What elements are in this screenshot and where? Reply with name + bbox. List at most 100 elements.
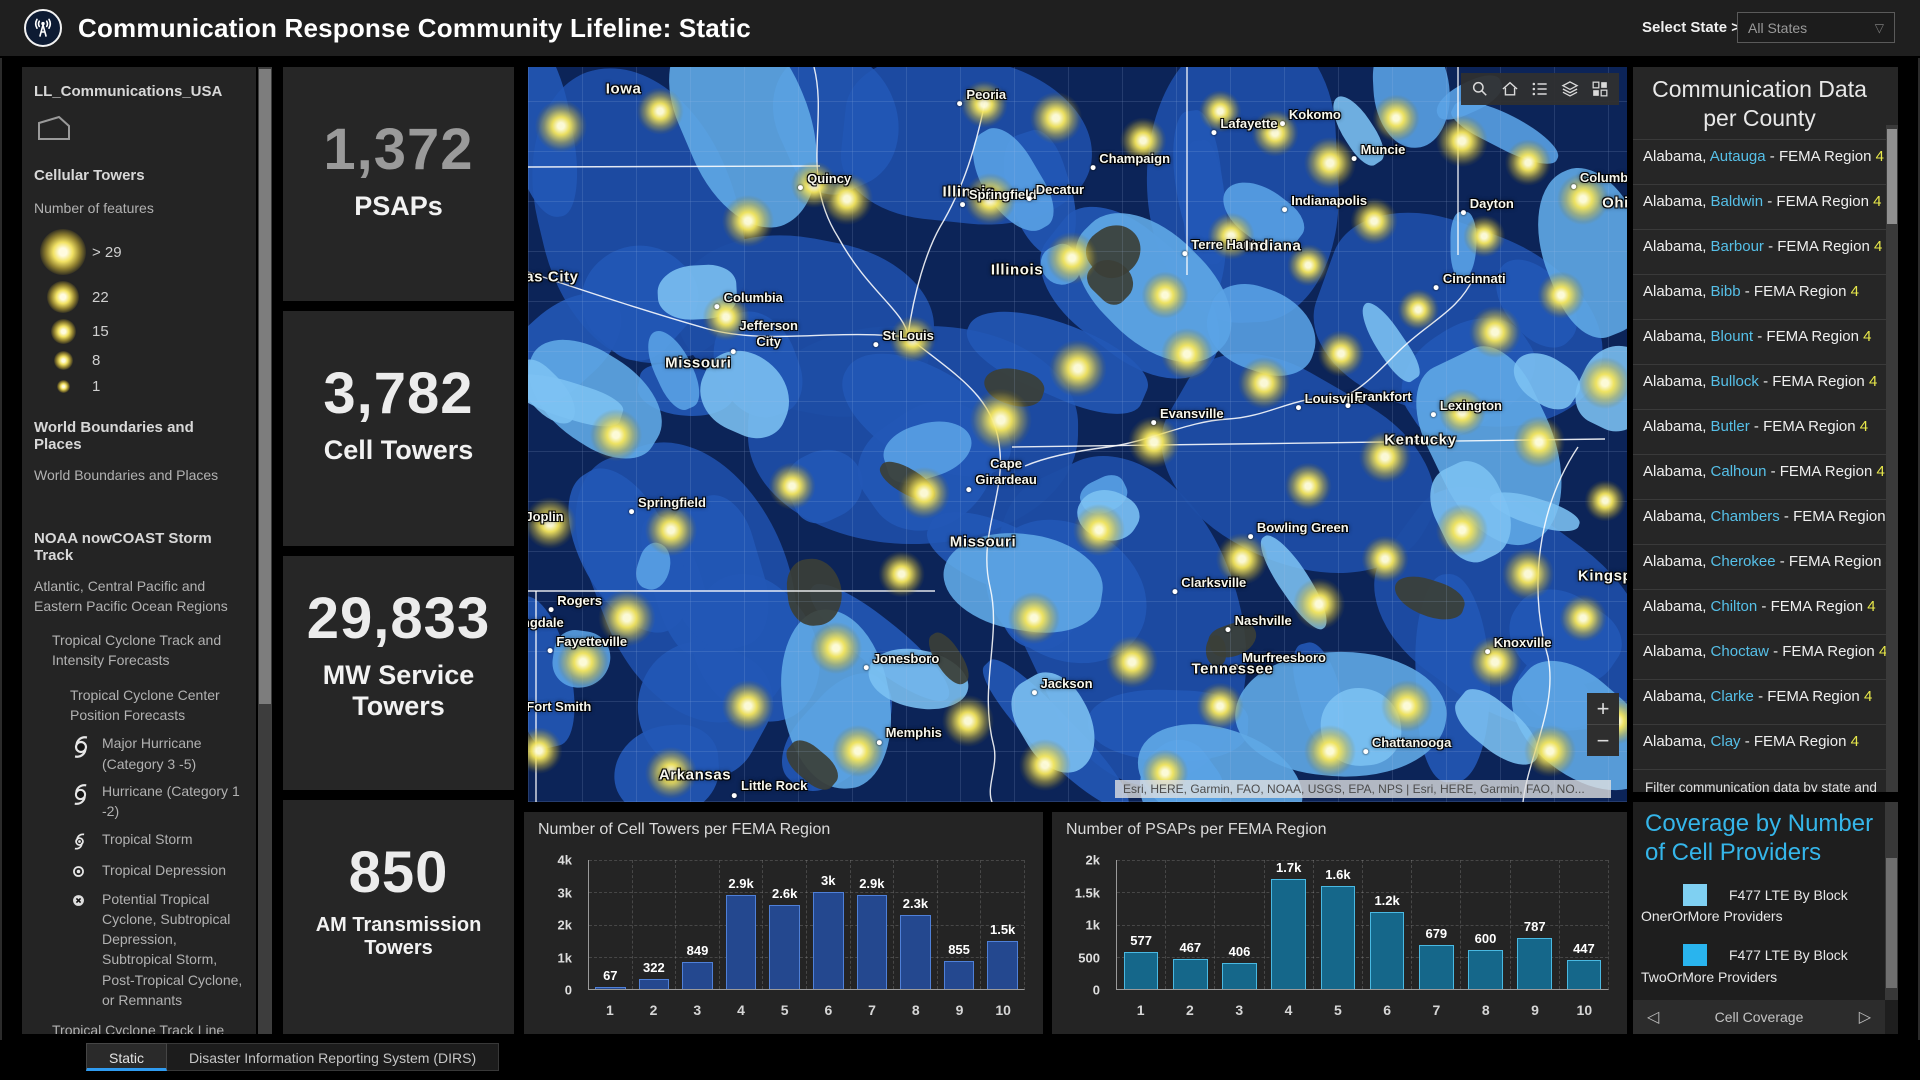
bar-region-6[interactable]: 1.2k bbox=[1369, 893, 1405, 989]
bar-region-10[interactable]: 1.5k bbox=[987, 922, 1018, 989]
x-tick-label: 7 bbox=[868, 1002, 876, 1018]
bar-value-label: 2.6k bbox=[772, 886, 798, 902]
pager-prev-icon[interactable]: ◁ bbox=[1647, 1009, 1660, 1026]
bar-region-2[interactable]: 467 bbox=[1172, 940, 1208, 989]
state-dropdown[interactable]: All States ▽ bbox=[1737, 12, 1895, 43]
city-label: Joplin bbox=[528, 509, 564, 525]
city-marker-dot bbox=[1090, 164, 1096, 170]
city-marker-dot bbox=[547, 648, 553, 654]
glow-dot-icon bbox=[53, 350, 73, 370]
cell-glow-dot bbox=[528, 727, 563, 774]
cell-glow-dot bbox=[1161, 327, 1214, 380]
chart-column: 1.6k bbox=[1312, 860, 1362, 989]
cell-glow-dot bbox=[1142, 271, 1189, 319]
city-label: Springfield bbox=[959, 187, 1037, 207]
y-tick-label: 1.5k bbox=[1074, 885, 1100, 900]
x-tick-label: 1 bbox=[605, 1002, 614, 1018]
bar-value-label: 2.9k bbox=[728, 876, 754, 892]
bar-region-8[interactable]: 2.3k bbox=[900, 896, 931, 989]
city-label: Peoria bbox=[957, 87, 1006, 106]
chart-column: 406 bbox=[1214, 860, 1263, 989]
bar-region-6[interactable]: 3k bbox=[812, 873, 844, 989]
bar-region-7[interactable]: 2.9k bbox=[856, 876, 888, 989]
county-row[interactable]: Alabama, Calhoun - FEMA Region 4 bbox=[1633, 453, 1898, 499]
county-row[interactable]: Alabama, Autauga - FEMA Region 4 bbox=[1633, 138, 1898, 184]
pager-next-icon[interactable]: ▷ bbox=[1858, 1009, 1871, 1026]
bar-region-8[interactable]: 600 bbox=[1468, 931, 1503, 989]
gridline bbox=[589, 892, 1024, 894]
county-panel-title: Communication Data per County bbox=[1652, 76, 1867, 131]
one-or-more-swatch bbox=[1683, 883, 1707, 906]
city-label: Springfield bbox=[629, 495, 706, 514]
bar-region-3[interactable]: 849 bbox=[682, 943, 713, 989]
bar-region-7[interactable]: 679 bbox=[1418, 926, 1454, 989]
county-row[interactable]: Alabama, Choctaw - FEMA Region 4 bbox=[1633, 633, 1898, 679]
zoom-out-button[interactable]: − bbox=[1587, 724, 1619, 756]
city-marker-dot bbox=[1150, 419, 1156, 425]
cell-glow-dot bbox=[1216, 533, 1269, 586]
bar-region-4[interactable]: 2.9k bbox=[725, 876, 757, 989]
polygon-layer-icon bbox=[36, 114, 244, 147]
bar-region-9[interactable]: 787 bbox=[1517, 919, 1553, 989]
cell-glow-dot bbox=[1537, 271, 1585, 319]
bar-value-label: 577 bbox=[1130, 932, 1152, 948]
tab-dirs[interactable]: Disaster Information Reporting System (D… bbox=[167, 1043, 500, 1071]
cell-glow-dot bbox=[702, 293, 750, 341]
legend-scrollbar-thumb[interactable] bbox=[259, 69, 271, 704]
county-row[interactable]: Alabama, Chilton - FEMA Region 4 bbox=[1633, 588, 1898, 634]
bar-region-5[interactable]: 2.6k bbox=[769, 886, 800, 989]
tab-static[interactable]: Static bbox=[86, 1043, 168, 1071]
county-row[interactable]: Alabama, Blount - FEMA Region 4 bbox=[1633, 318, 1898, 364]
bar-region-1[interactable]: 577 bbox=[1123, 933, 1159, 989]
county-row[interactable]: Alabama, Chambers - FEMA Region 4 bbox=[1633, 498, 1898, 544]
bar-value-label: 600 bbox=[1474, 931, 1497, 947]
county-scrollbar[interactable] bbox=[1886, 125, 1898, 792]
bar-region-9[interactable]: 855 bbox=[943, 942, 975, 989]
y-axis: 2k 1.5k 1k 500 0 bbox=[1052, 853, 1108, 998]
coverage-scrollbar-thumb[interactable] bbox=[1886, 858, 1897, 988]
county-row[interactable]: Alabama, Cherokee - FEMA Region 4 bbox=[1633, 543, 1898, 589]
bar-region-10[interactable]: 447 bbox=[1566, 941, 1602, 989]
bar-value-label: 2.3k bbox=[902, 895, 929, 911]
y-tick-label: 0 bbox=[564, 982, 572, 998]
gridline bbox=[589, 860, 1024, 861]
county-scrollbar-thumb[interactable] bbox=[1887, 129, 1897, 224]
coverage-map[interactable]: Iowa Peoria Kokomo Lafayette Muncie Champaign… bbox=[528, 67, 1627, 802]
search-icon[interactable] bbox=[1465, 74, 1495, 104]
x-tick-label: 2 bbox=[1186, 1002, 1194, 1018]
city-label: Frankfort bbox=[1345, 389, 1412, 409]
bar-region-4[interactable]: 1.7k bbox=[1271, 860, 1307, 989]
cell-glow-dot bbox=[721, 680, 774, 733]
county-data-panel: Communication Data per County Alabama, A… bbox=[1633, 67, 1898, 792]
zoom-in-button[interactable]: + bbox=[1596, 695, 1610, 721]
legend-scrollbar[interactable] bbox=[258, 67, 272, 1034]
coverage-scrollbar[interactable] bbox=[1885, 802, 1898, 1000]
cell-glow-dot bbox=[1046, 232, 1098, 285]
cell-glow-dot bbox=[644, 504, 697, 557]
county-row[interactable]: Alabama, Clay - FEMA Region 4 bbox=[1633, 723, 1898, 769]
storm-legend-row: Tropical Depression bbox=[68, 860, 244, 882]
potential-cyclone-icon bbox=[68, 889, 102, 1011]
county-row[interactable]: Alabama, Clarke - FEMA Region 4 bbox=[1633, 678, 1898, 724]
bar-region-5[interactable]: 1.6k bbox=[1320, 867, 1356, 989]
county-row[interactable]: Alabama, Baldwin - FEMA Region 4 bbox=[1633, 183, 1898, 229]
glow-dot-icon bbox=[50, 319, 76, 345]
state-label: Illinois bbox=[990, 261, 1044, 279]
cell-glow-dot bbox=[878, 550, 926, 598]
city-marker-dot bbox=[876, 739, 882, 745]
cell-glow-dot bbox=[1350, 197, 1398, 245]
home-icon[interactable] bbox=[1495, 74, 1525, 104]
county-row[interactable]: Alabama, Butler - FEMA Region 4 bbox=[1633, 408, 1898, 454]
basemap-icon[interactable] bbox=[1585, 74, 1615, 104]
bar-region-1[interactable]: 67 bbox=[594, 968, 626, 989]
county-row[interactable]: Alabama, Barbour - FEMA Region 4 bbox=[1633, 228, 1898, 274]
county-row[interactable]: Alabama, Bullock - FEMA Region 4 bbox=[1633, 363, 1898, 409]
layers-icon[interactable] bbox=[1555, 74, 1585, 104]
county-row[interactable]: Alabama, Bibb - FEMA Region 4 bbox=[1633, 273, 1898, 319]
legend-icon[interactable] bbox=[1525, 74, 1555, 104]
city-label: Indianapolis bbox=[1282, 193, 1367, 212]
city-marker-dot bbox=[873, 342, 879, 348]
cellular-towers-title: Cellular Towers bbox=[34, 167, 145, 184]
bar-region-2[interactable]: 322 bbox=[638, 960, 670, 989]
bar-region-3[interactable]: 406 bbox=[1222, 944, 1257, 989]
